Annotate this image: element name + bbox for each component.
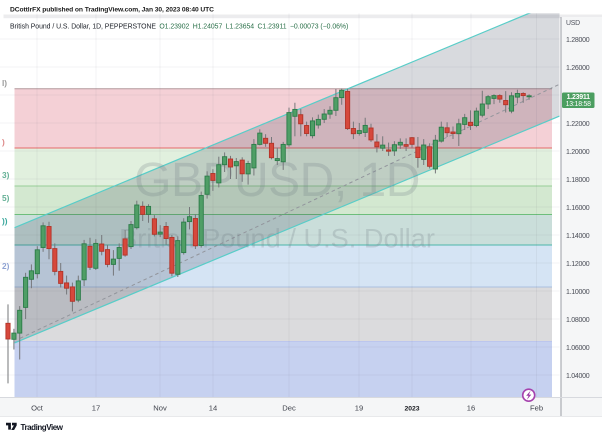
svg-text:Oct: Oct [31,404,44,413]
svg-text:1.08000: 1.08000 [566,317,590,324]
svg-text:1.23911: 1.23911 [567,94,591,101]
svg-text:): ) [2,137,5,147]
svg-text:13:18:58: 13:18:58 [566,101,592,108]
svg-text:1.22000: 1.22000 [566,121,590,128]
svg-text:1.04000: 1.04000 [566,373,590,380]
svg-text:1.26000: 1.26000 [566,65,590,72]
svg-text:Feb: Feb [530,404,543,413]
svg-text:1.14000: 1.14000 [566,233,590,240]
svg-text:16: 16 [467,404,475,413]
svg-text:5): 5) [2,193,10,203]
svg-text:1.12000: 1.12000 [566,261,590,268]
svg-text:1.28000: 1.28000 [566,37,590,44]
svg-text:3): 3) [2,170,10,180]
svg-text:1.18000: 1.18000 [566,177,590,184]
svg-text:DCottlrFX published on Trading: DCottlrFX published on TradingView.com, … [10,7,214,14]
svg-text:TradingView: TradingView [21,423,64,432]
svg-text:1.20000: 1.20000 [566,149,590,156]
svg-text:l): l) [2,78,7,88]
svg-text:)): )) [2,216,8,226]
svg-text:Nov: Nov [153,404,167,413]
svg-text:USD: USD [566,20,580,27]
svg-text:Dec: Dec [282,404,296,413]
svg-text:1.16000: 1.16000 [566,205,590,212]
svg-text:19: 19 [355,404,363,413]
svg-text:2): 2) [2,261,10,271]
svg-text:1.06000: 1.06000 [566,345,590,352]
svg-text:2023: 2023 [404,406,419,413]
svg-text:17: 17 [92,404,100,413]
svg-text:14: 14 [209,404,217,413]
svg-text:British Pound / U.S. Dollar, 1: British Pound / U.S. Dollar, 1D, PEPPERS… [10,24,348,31]
svg-text:1.10000: 1.10000 [566,289,590,296]
